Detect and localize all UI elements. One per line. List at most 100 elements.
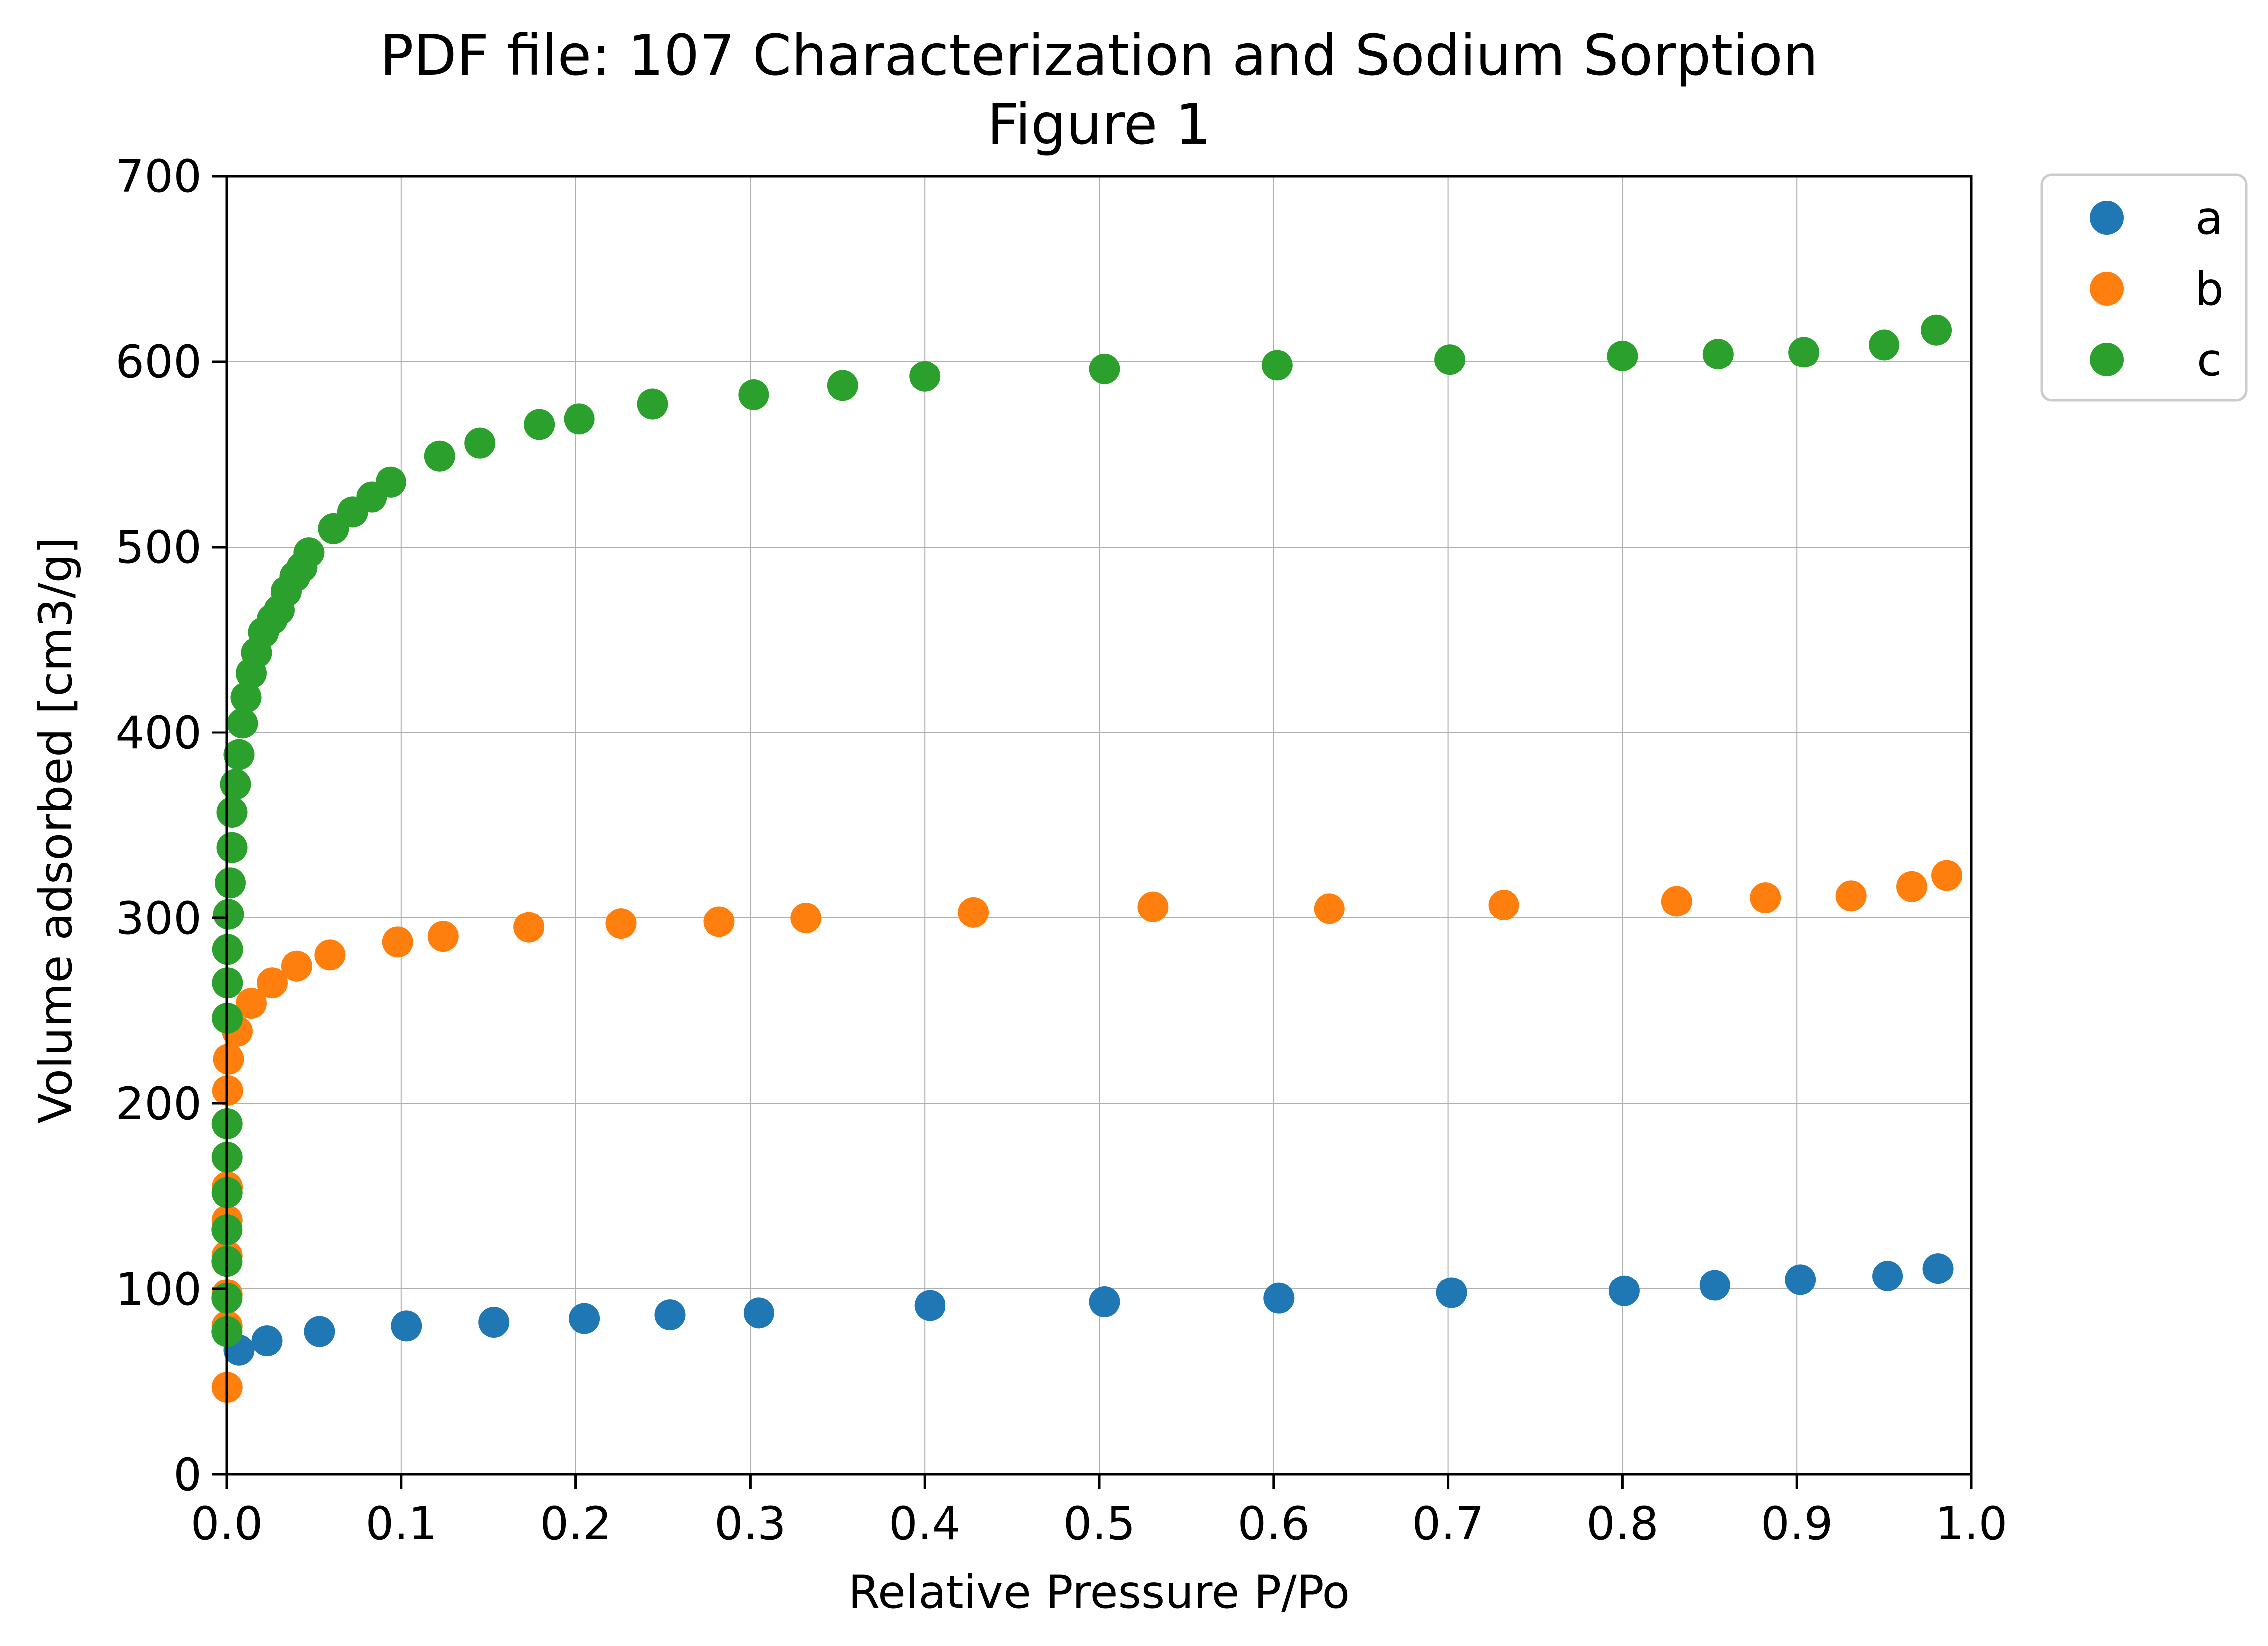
data-point-a <box>1089 1286 1120 1318</box>
data-point-b <box>790 903 822 933</box>
data-point-c <box>375 466 406 498</box>
y-tick-label: 600 <box>115 336 202 388</box>
chart-subtitle: Figure 1 <box>987 92 1211 157</box>
data-point-c <box>738 379 769 410</box>
data-point-b <box>235 988 267 1019</box>
data-point-c <box>637 388 668 420</box>
data-point-b <box>1137 891 1169 922</box>
legend-label-c: c <box>2197 334 2222 386</box>
data-point-c <box>216 832 248 863</box>
y-tick-label: 400 <box>115 707 202 759</box>
data-point-a <box>1699 1270 1730 1301</box>
data-point-a <box>478 1306 510 1338</box>
y-tick-label: 500 <box>115 522 202 574</box>
data-point-b <box>1661 886 1692 917</box>
legend-frame <box>2040 173 2248 402</box>
data-point-c <box>1869 329 1900 361</box>
x-tick-label: 0.6 <box>1237 1498 1310 1550</box>
data-point-a <box>1872 1260 1903 1291</box>
data-point-b <box>213 1043 244 1075</box>
data-point-c <box>1089 353 1120 384</box>
data-point-a <box>251 1325 283 1357</box>
data-point-c <box>524 409 555 440</box>
data-point-c <box>909 361 941 392</box>
data-point-b <box>281 950 312 982</box>
data-point-b <box>1835 880 1867 912</box>
x-axis-label: Relative Pressure P/Po <box>848 1566 1350 1619</box>
data-point-c <box>1261 350 1293 381</box>
data-point-c <box>214 867 246 899</box>
data-point-b <box>1931 860 1963 891</box>
data-point-c <box>1607 340 1638 371</box>
data-point-c <box>827 370 858 401</box>
data-point-b <box>1488 889 1519 920</box>
legend-label-b: b <box>2195 263 2224 316</box>
data-point-c <box>424 440 455 472</box>
data-point-b <box>1896 871 1928 902</box>
data-point-b <box>427 921 459 952</box>
y-tick-label: 100 <box>115 1264 202 1316</box>
data-point-a <box>1608 1275 1640 1306</box>
data-point-b <box>1750 882 1781 914</box>
data-point-b <box>382 926 413 958</box>
y-tick-label: 0 <box>173 1449 202 1501</box>
x-tick-label: 0.3 <box>714 1498 786 1550</box>
chart-title: PDF file: 107 Characterization and Sodiu… <box>380 23 1818 88</box>
data-point-b <box>703 906 735 937</box>
data-point-c <box>213 899 244 930</box>
x-tick-label: 0.8 <box>1586 1498 1659 1550</box>
legend-label-a: a <box>2195 192 2223 245</box>
x-tick-label: 1.0 <box>1935 1498 2008 1550</box>
data-point-b <box>958 897 989 928</box>
data-point-c <box>230 682 262 713</box>
series-c <box>211 314 1952 1347</box>
legend-marker-a <box>2090 201 2124 235</box>
legend: abc <box>2040 173 2248 402</box>
data-point-b <box>513 912 545 943</box>
axis-ticks: 0.0 0.1 0.2 0.3 0.4 0.5 0.6 0.7 0.8 0.9 1.0 0 100 200… <box>115 151 2007 1550</box>
data-point-c <box>1921 314 1952 346</box>
legend-marker-b <box>2090 272 2124 306</box>
data-point-b <box>314 939 346 971</box>
data-point-c <box>216 796 248 828</box>
y-axis-label: Volume adsorbed [cm3/g] <box>30 537 82 1124</box>
data-point-a <box>304 1316 335 1347</box>
data-point-c <box>223 739 255 770</box>
data-point-a <box>743 1297 774 1329</box>
data-point-a <box>1263 1282 1295 1314</box>
data-point-a <box>1785 1264 1816 1295</box>
x-tick-label: 0.2 <box>540 1498 612 1550</box>
data-point-c <box>227 708 258 739</box>
data-point-b <box>1314 893 1345 924</box>
y-tick-label: 200 <box>115 1078 202 1130</box>
data-point-c <box>564 403 595 435</box>
data-points <box>211 314 1963 1403</box>
legend-marker-c <box>2090 343 2124 376</box>
series-a <box>223 1253 1954 1366</box>
data-point-b <box>605 908 637 939</box>
x-tick-label: 0.0 <box>191 1498 263 1550</box>
data-point-c <box>293 537 325 568</box>
data-point-a <box>654 1299 686 1331</box>
data-point-a <box>1922 1253 1954 1284</box>
data-point-b <box>256 967 288 999</box>
y-tick-label: 700 <box>115 151 202 203</box>
data-point-a <box>1436 1277 1467 1308</box>
x-tick-label: 0.5 <box>1063 1498 1135 1550</box>
data-point-c <box>1788 337 1820 368</box>
y-tick-label: 300 <box>115 893 202 945</box>
data-point-c <box>464 427 496 459</box>
x-tick-label: 0.1 <box>365 1498 437 1550</box>
x-tick-label: 0.7 <box>1412 1498 1484 1550</box>
x-tick-label: 0.9 <box>1761 1498 1833 1550</box>
data-point-a <box>569 1303 600 1334</box>
data-point-c <box>220 769 251 800</box>
data-point-a <box>391 1310 422 1342</box>
data-point-c <box>1434 344 1466 375</box>
data-point-c <box>1702 339 1734 370</box>
x-tick-label: 0.4 <box>889 1498 961 1550</box>
data-point-a <box>914 1290 945 1321</box>
